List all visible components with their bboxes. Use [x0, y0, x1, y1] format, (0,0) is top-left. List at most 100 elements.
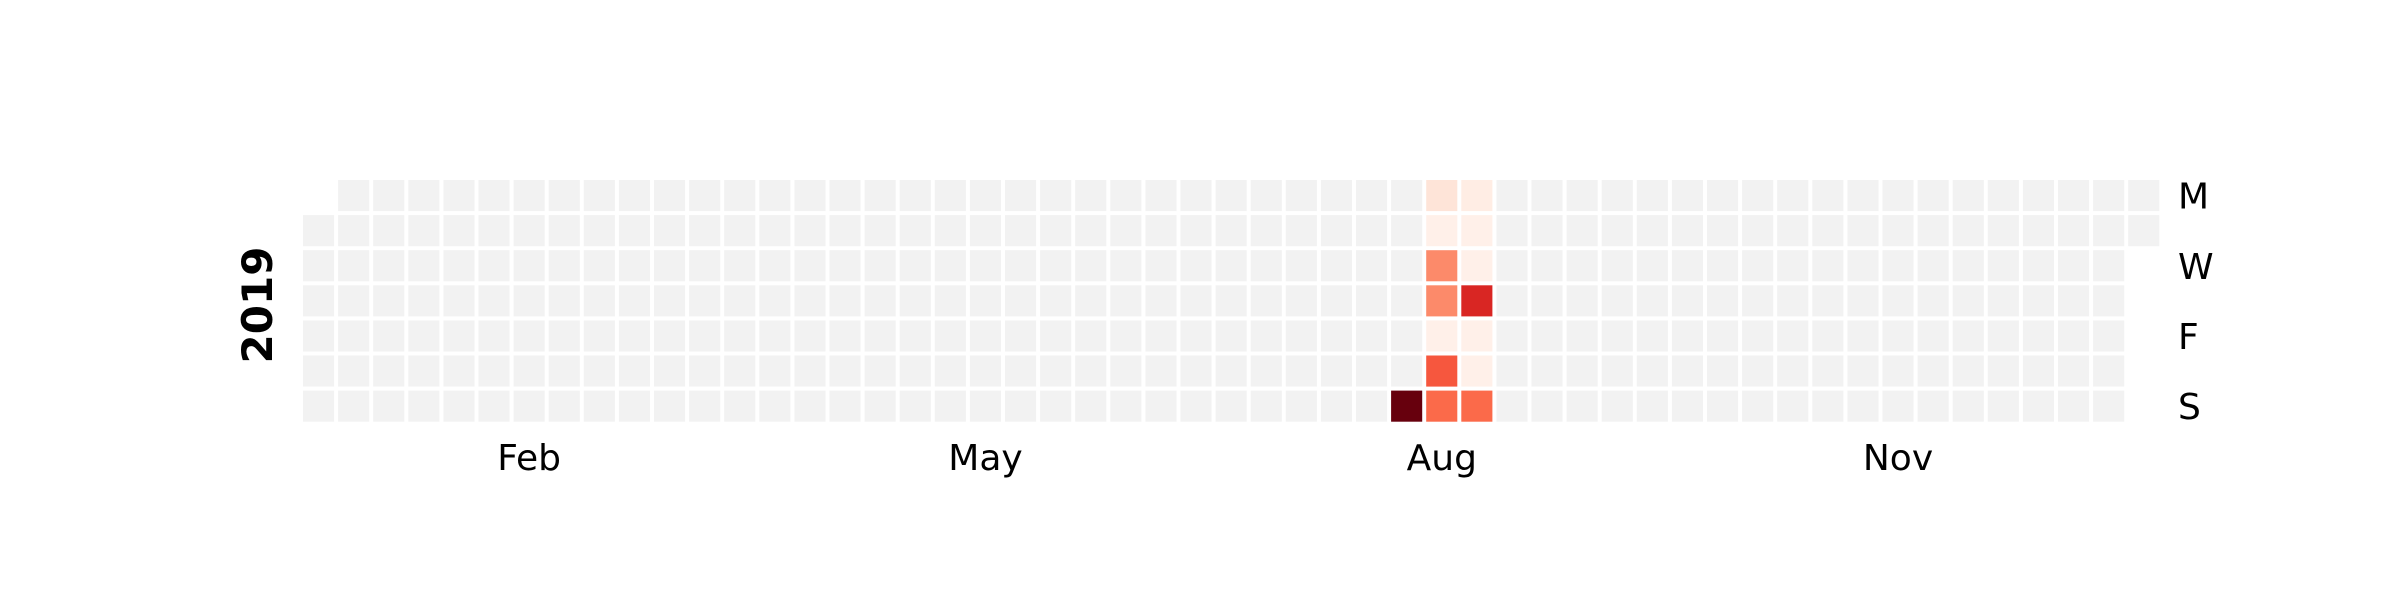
heatmap-cell — [1707, 320, 1739, 352]
heatmap-cell — [1215, 250, 1247, 282]
heatmap-cell — [548, 180, 580, 212]
heatmap-cell — [759, 180, 791, 212]
heatmap-cell — [1496, 215, 1528, 247]
heatmap-cell — [1531, 285, 1563, 317]
heatmap-cell — [443, 215, 475, 247]
heatmap-cell — [1461, 250, 1493, 282]
heatmap-cell — [443, 320, 475, 352]
heatmap-cell — [1215, 320, 1247, 352]
heatmap-cell — [1707, 215, 1739, 247]
heatmap-cell — [1566, 215, 1598, 247]
heatmap-cell — [338, 320, 370, 352]
heatmap-cell — [724, 285, 756, 317]
heatmap-cell — [1566, 250, 1598, 282]
heatmap-cell — [899, 390, 931, 422]
heatmap-cell — [969, 180, 1001, 212]
heatmap-cell — [1005, 355, 1037, 387]
heatmap-cell — [1882, 215, 1914, 247]
heatmap-cell — [443, 355, 475, 387]
heatmap-cell — [1952, 180, 1984, 212]
heatmap-cell — [1040, 285, 1072, 317]
heatmap-cell — [1075, 180, 1107, 212]
heatmap-cell — [1426, 320, 1458, 352]
heatmap-cell — [1496, 390, 1528, 422]
heatmap-cell — [2022, 355, 2054, 387]
heatmap-cell — [1671, 355, 1703, 387]
weekday-label: F — [2178, 317, 2199, 358]
heatmap-cell — [513, 215, 545, 247]
heatmap-cell — [1952, 355, 1984, 387]
heatmap-cell — [1285, 390, 1317, 422]
heatmap-cell — [408, 355, 440, 387]
heatmap-cell — [1040, 250, 1072, 282]
heatmap-cell — [548, 320, 580, 352]
heatmap-cell — [1636, 180, 1668, 212]
heatmap-cell — [1882, 390, 1914, 422]
heatmap-cell — [583, 285, 615, 317]
heatmap-cell — [303, 355, 335, 387]
heatmap-cell — [689, 250, 721, 282]
heatmap-cell — [1391, 320, 1423, 352]
heatmap-cell — [1320, 285, 1352, 317]
heatmap-cell — [794, 180, 826, 212]
heatmap-cell — [1250, 285, 1282, 317]
heatmap-cell — [1426, 180, 1458, 212]
heatmap-cell — [1391, 250, 1423, 282]
heatmap-cell — [1812, 320, 1844, 352]
heatmap-cell — [1707, 355, 1739, 387]
heatmap-cell — [829, 215, 861, 247]
heatmap-cell — [1005, 250, 1037, 282]
heatmap-cell — [2022, 215, 2054, 247]
heatmap-cell — [1742, 180, 1774, 212]
heatmap-cell — [759, 285, 791, 317]
heatmap-cell — [1145, 180, 1177, 212]
heatmap-cell — [1110, 320, 1142, 352]
heatmap-cell — [1987, 355, 2019, 387]
heatmap-cell — [1987, 215, 2019, 247]
heatmap-cell — [1040, 320, 1072, 352]
heatmap-cell — [2128, 215, 2160, 247]
heatmap-cell — [654, 250, 686, 282]
heatmap-cell — [583, 320, 615, 352]
heatmap-cell — [478, 320, 510, 352]
heatmap-cell — [864, 180, 896, 212]
heatmap-cell — [2093, 180, 2125, 212]
heatmap-cell — [934, 180, 966, 212]
heatmap-cell — [1356, 320, 1388, 352]
heatmap-cell — [1566, 320, 1598, 352]
heatmap-cell — [1777, 320, 1809, 352]
heatmap-cell — [1145, 355, 1177, 387]
heatmap-cell — [373, 390, 405, 422]
heatmap-cell — [1250, 390, 1282, 422]
heatmap-cell — [1496, 320, 1528, 352]
heatmap-cell — [1566, 355, 1598, 387]
heatmap-cell — [1847, 215, 1879, 247]
heatmap-cell — [654, 180, 686, 212]
month-label: May — [948, 438, 1022, 479]
heatmap-cell — [1005, 320, 1037, 352]
heatmap-cell — [443, 180, 475, 212]
heatmap-cell — [1391, 285, 1423, 317]
heatmap-cell — [1215, 285, 1247, 317]
heatmap-cell — [2093, 250, 2125, 282]
heatmap-cell — [724, 320, 756, 352]
heatmap-cell — [899, 320, 931, 352]
heatmap-cell — [1742, 390, 1774, 422]
heatmap-cell — [1180, 355, 1212, 387]
heatmap-cell — [1075, 320, 1107, 352]
heatmap-cell — [478, 215, 510, 247]
heatmap-cell — [2022, 250, 2054, 282]
heatmap-cell — [1636, 355, 1668, 387]
heatmap-cell — [338, 285, 370, 317]
heatmap-cell — [934, 215, 966, 247]
heatmap-cell — [373, 355, 405, 387]
heatmap-cell — [899, 355, 931, 387]
heatmap-cell — [1882, 180, 1914, 212]
year-label: 2019 — [233, 247, 282, 364]
heatmap-cell — [1461, 390, 1493, 422]
heatmap-cell — [1040, 215, 1072, 247]
heatmap-cell — [1917, 250, 1949, 282]
heatmap-cell — [1461, 285, 1493, 317]
heatmap-cell — [338, 215, 370, 247]
heatmap-cell — [1250, 320, 1282, 352]
